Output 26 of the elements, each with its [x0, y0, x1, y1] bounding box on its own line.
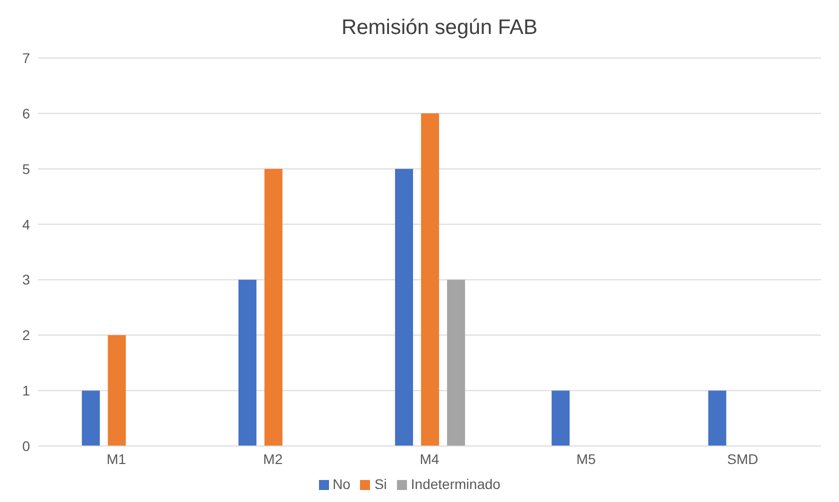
- y-tick-label: 1: [22, 382, 30, 399]
- legend-label: Indeterminado: [410, 476, 500, 492]
- bar: [238, 280, 256, 446]
- y-tick-label: 5: [22, 160, 30, 177]
- bar: [552, 390, 570, 446]
- x-tick-label: M5: [576, 450, 596, 467]
- x-tick-label: M1: [106, 450, 126, 467]
- legend-label: Si: [374, 476, 387, 492]
- y-tick-label: 7: [22, 50, 30, 66]
- bar: [264, 168, 282, 446]
- y-tick-label: 4: [22, 216, 30, 232]
- x-tick-label: M4: [420, 450, 440, 467]
- y-tick-label: 6: [22, 105, 30, 122]
- bar: [108, 335, 126, 446]
- x-tick-label: SMD: [727, 450, 758, 467]
- chart-title: Remisión según FAB: [340, 15, 539, 41]
- bar: [395, 168, 414, 446]
- bar: [421, 113, 440, 446]
- legend-label: No: [332, 476, 350, 492]
- x-tick-label: M2: [263, 450, 283, 467]
- bar: [447, 280, 466, 446]
- bar: [708, 390, 726, 446]
- y-tick-label: 0: [22, 438, 30, 454]
- y-tick-label: 3: [22, 272, 30, 288]
- bar: [82, 390, 100, 446]
- y-tick-label: 2: [22, 327, 30, 344]
